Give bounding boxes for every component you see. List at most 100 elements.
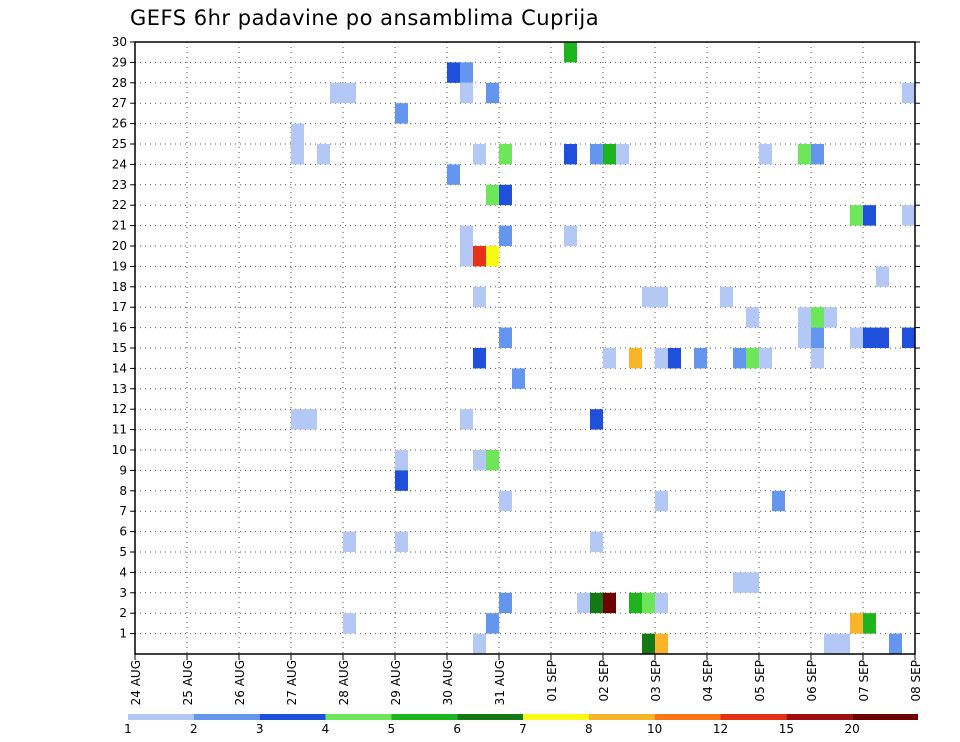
data-cell [486, 450, 499, 471]
data-cell [590, 592, 603, 614]
data-cell [395, 450, 408, 471]
data-cell [655, 592, 668, 614]
data-cell [746, 572, 759, 593]
data-cell [655, 286, 668, 308]
colorbar-segment [588, 714, 655, 720]
data-cell [837, 633, 850, 654]
colorbar-label: 12 [713, 722, 728, 736]
data-cell [876, 327, 889, 348]
y-tick-label: 1 [119, 627, 127, 641]
y-tick-label: 2 [119, 606, 127, 620]
data-cell [343, 613, 356, 634]
chart-title: GEFS 6hr padavine po ansamblima Cuprija [130, 6, 600, 30]
colorbar-label: 20 [845, 722, 860, 736]
data-cell [486, 246, 499, 267]
y-tick-label: 14 [112, 361, 127, 375]
colorbar-label: 10 [647, 722, 662, 736]
data-cell [590, 144, 603, 165]
data-cell [746, 307, 759, 328]
data-cell [473, 633, 486, 654]
data-cell [824, 633, 837, 654]
data-cell [317, 144, 330, 165]
x-tick-label: 30 AUG [441, 660, 455, 705]
data-cell [902, 327, 915, 348]
x-tick-label: 24 AUG [129, 660, 143, 705]
data-cell [798, 144, 811, 165]
x-tick-label: 08 SEP [909, 660, 923, 702]
colorbar-label: 1 [124, 722, 132, 736]
data-cell [564, 144, 577, 165]
data-cell [291, 123, 304, 144]
data-cell [876, 266, 889, 287]
x-tick-label: 06 SEP [805, 660, 819, 702]
data-cell [343, 531, 356, 552]
data-cell [759, 348, 772, 369]
y-tick-label: 22 [112, 198, 127, 212]
data-cell [304, 409, 317, 430]
data-cell [330, 82, 343, 104]
x-tick-label: 03 SEP [649, 660, 663, 702]
data-cell [460, 246, 473, 267]
data-cell [902, 82, 915, 104]
data-cell [811, 348, 824, 369]
y-tick-label: 26 [112, 117, 127, 131]
y-tick-label: 30 [112, 35, 127, 49]
y-tick-label: 10 [112, 443, 127, 457]
colorbar-segment [852, 714, 918, 720]
data-cell [343, 82, 356, 104]
data-cell [746, 348, 759, 369]
data-cell [460, 225, 473, 246]
data-cell [811, 307, 824, 328]
data-cell [863, 327, 876, 348]
data-cell [499, 225, 512, 246]
data-cell [603, 144, 616, 165]
x-tick-label: 26 AUG [233, 660, 247, 705]
colorbar-segment [128, 714, 194, 720]
data-cell [590, 531, 603, 552]
data-cell [460, 82, 473, 104]
data-cell [902, 205, 915, 226]
colorbar-segment [391, 714, 458, 720]
x-tick-label: 01 SEP [545, 660, 559, 702]
x-tick-label: 04 SEP [701, 660, 715, 702]
data-cell [564, 225, 577, 246]
data-cell [499, 592, 512, 614]
data-cell [733, 572, 746, 593]
y-tick-label: 16 [112, 321, 127, 335]
y-tick-label: 24 [112, 157, 127, 171]
data-cell [291, 144, 304, 165]
data-cell [733, 348, 746, 369]
y-tick-label: 6 [119, 525, 127, 539]
y-tick-label: 25 [112, 137, 127, 151]
data-cell [889, 633, 902, 654]
data-cell [447, 62, 460, 83]
y-tick-label: 13 [112, 382, 127, 396]
data-cell [694, 348, 707, 369]
y-tick-label: 18 [112, 280, 127, 294]
colorbar-segment [325, 714, 392, 720]
data-cell [473, 246, 486, 267]
data-cell [629, 592, 642, 614]
colorbar-segment [193, 714, 260, 720]
x-tick-label: 31 AUG [493, 660, 507, 705]
y-tick-label: 3 [119, 586, 127, 600]
y-tick-label: 23 [112, 178, 127, 192]
colorbar-label: 7 [519, 722, 527, 736]
data-cell [460, 62, 473, 83]
data-cell [824, 307, 837, 328]
y-tick-label: 20 [112, 239, 127, 253]
data-cell [798, 307, 811, 328]
y-tick-label: 5 [119, 545, 127, 559]
data-cell [642, 286, 655, 308]
colorbar-segment [654, 714, 721, 720]
data-cell [811, 327, 824, 348]
data-cell [811, 144, 824, 165]
colorbar-segment [786, 714, 853, 720]
x-tick-label: 25 AUG [181, 660, 195, 705]
x-tick-label: 28 AUG [337, 660, 351, 705]
y-tick-label: 19 [112, 259, 127, 273]
data-cell [486, 184, 499, 206]
data-cell [473, 144, 486, 165]
data-cell [629, 348, 642, 369]
colorbar-segment [523, 714, 589, 720]
